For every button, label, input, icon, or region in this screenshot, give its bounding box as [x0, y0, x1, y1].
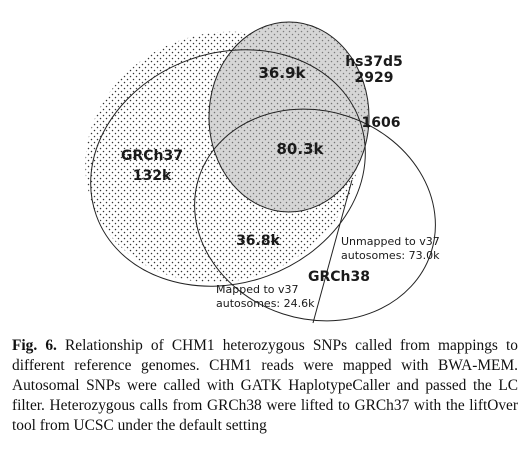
- grch38-name: GRCh38: [308, 269, 370, 285]
- grch37-hs37d5-count: 36.9k: [259, 64, 307, 82]
- grch37-name: GRCh37: [121, 148, 183, 164]
- figure-caption: Fig. 6. Relationship of CHM1 heterozygou…: [12, 336, 518, 436]
- mapped-annotation-line2: autosomes: 24.6k: [216, 297, 315, 310]
- hs37d5-grch38-count: 1606: [362, 115, 401, 131]
- unmapped-annotation-line1: Unmapped to v37: [341, 235, 440, 248]
- grch37-grch38-count: 36.8k: [236, 233, 281, 249]
- unmapped-annotation-line2: autosomes: 73.0k: [341, 249, 440, 262]
- hs37d5-dotted-fill: [209, 22, 369, 212]
- mapped-annotation-line1: Mapped to v37: [216, 283, 299, 296]
- figure-caption-text: Relationship of CHM1 heterozygous SNPs c…: [12, 337, 518, 434]
- liftover-split-line: [312, 179, 353, 324]
- grch38-ellipse: [194, 108, 436, 322]
- grch37-ellipse: [90, 49, 366, 287]
- grch37-count: 132k: [133, 168, 172, 184]
- all-three-count: 80.3k: [277, 140, 325, 158]
- hs37d5-count: 2929: [355, 70, 394, 86]
- figure-caption-label: Fig. 6.: [12, 337, 57, 354]
- hs37d5-name: hs37d5: [345, 54, 403, 70]
- venn-diagram: 36.9k hs37d5 2929 1606 80.3k GRCh37 132k…: [52, 0, 440, 324]
